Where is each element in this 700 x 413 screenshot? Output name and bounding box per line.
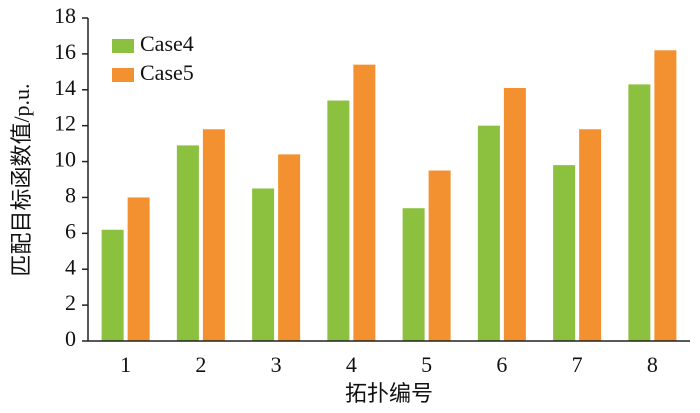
bar [202,129,225,341]
bar [327,100,350,342]
bar [579,129,602,341]
y-tick-label: 0 [65,326,76,351]
legend-swatch [112,68,134,82]
bar [127,197,150,341]
y-tick-label: 2 [65,290,76,315]
bar [654,50,677,342]
bar [477,125,500,342]
y-tick-label: 8 [65,182,76,207]
x-tick-label: 8 [647,352,658,377]
y-tick-label: 6 [65,218,76,243]
bar [353,64,376,342]
y-axis-label: 匹配目标函数值/p.u. [9,83,34,276]
x-tick-label: 6 [496,352,507,377]
x-tick-label: 3 [271,352,282,377]
y-tick-label: 4 [65,254,76,279]
x-tick-label: 2 [195,352,206,377]
bar [252,188,275,341]
y-tick-label: 18 [54,3,76,28]
x-axis-label: 拓扑编号 [345,381,433,406]
legend-swatch [112,39,134,53]
bar [628,84,651,342]
bar [553,165,576,341]
x-tick-label: 4 [346,352,357,377]
bar [503,87,526,341]
y-tick-label: 14 [54,75,76,100]
legend-label: Case5 [140,60,194,85]
bar [278,154,301,341]
x-tick-label: 5 [421,352,432,377]
bar [101,229,124,341]
x-tick-label: 7 [572,352,583,377]
x-tick-label: 1 [120,352,131,377]
bar [176,145,199,341]
legend-label: Case4 [140,31,194,56]
bar [428,170,451,341]
y-tick-label: 16 [54,39,76,64]
y-tick-label: 10 [54,147,76,172]
y-tick-label: 12 [54,111,76,136]
bar [402,208,425,341]
